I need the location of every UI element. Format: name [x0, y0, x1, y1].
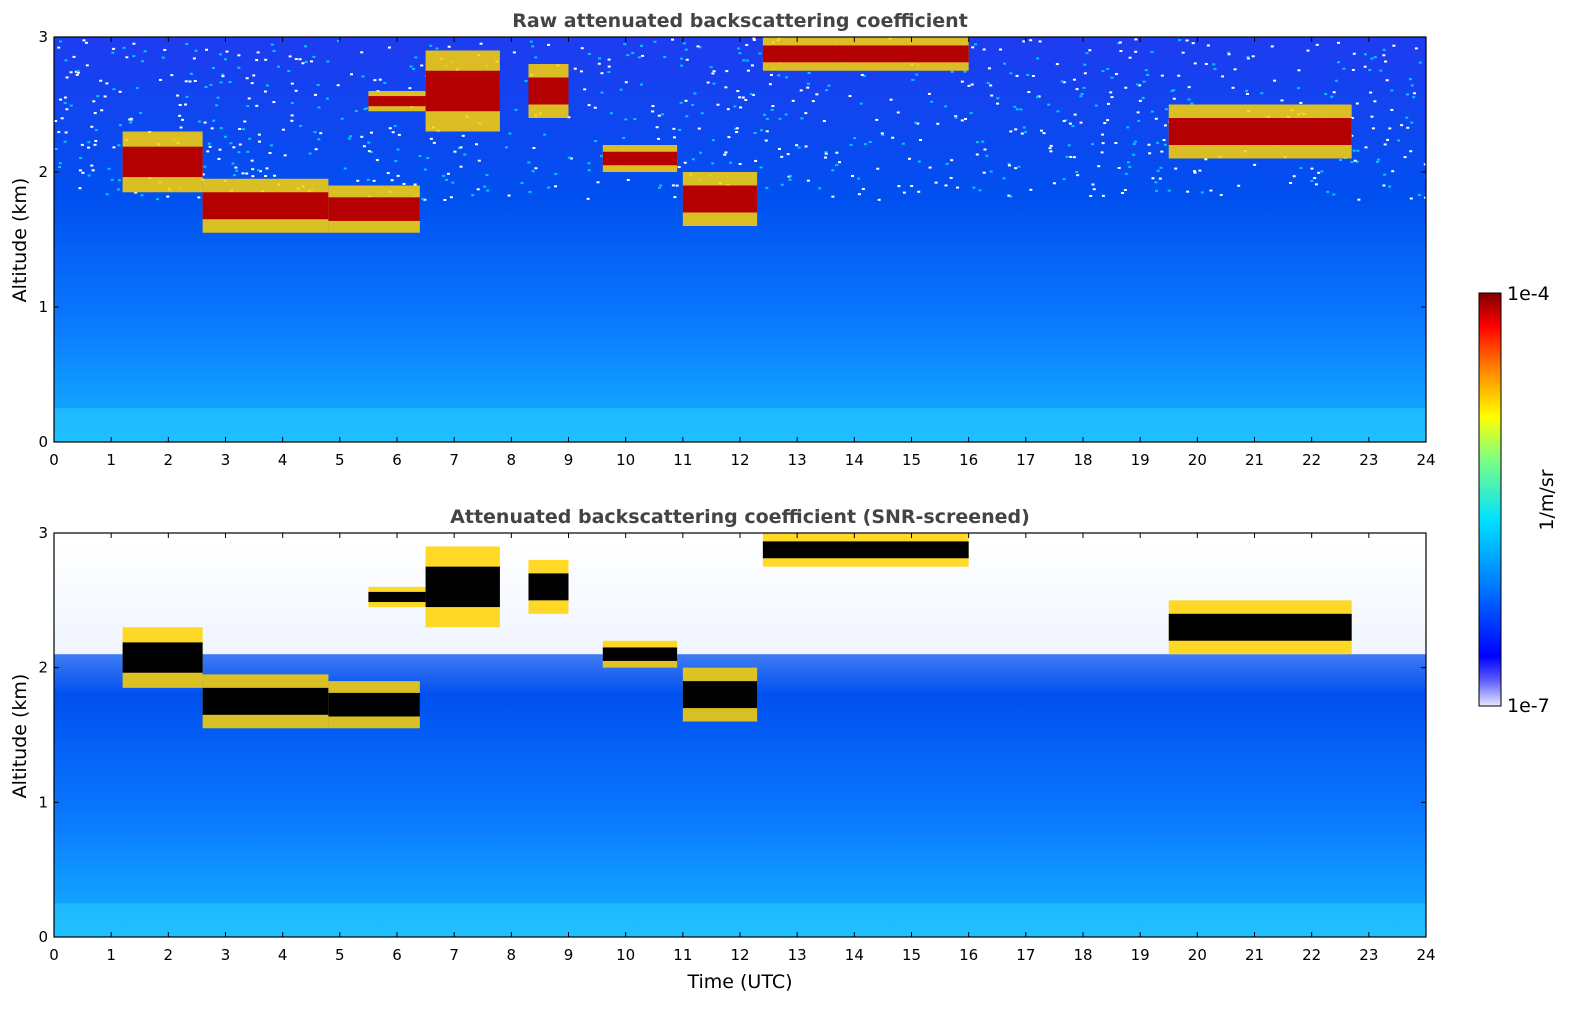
y-axis-ticks: 0 1 2 3: [38, 524, 1426, 946]
x-tick-label: 17: [1016, 946, 1035, 964]
x-tick-label: 8: [507, 451, 517, 469]
cloud-layer: [762, 37, 969, 71]
x-tick-label: 3: [221, 946, 231, 964]
x-tick-label: 2: [164, 946, 174, 964]
x-tick-label: 16: [959, 946, 978, 964]
cloud-layer: [602, 640, 678, 668]
cloud-layer: [425, 50, 500, 132]
x-axis-ticks: 0 1 2 3 4 5 6 7 8 9 10 11 12 13 14 15 16 17 18 19 20 21 22 23 24: [49, 37, 1436, 469]
x-tick-label: 5: [335, 451, 345, 469]
cloud-layer: [328, 681, 420, 729]
noise-speckle: [54, 37, 1429, 201]
x-axis-label: Time (UTC): [686, 971, 792, 993]
y-axis-label: Altitude (km): [9, 178, 31, 303]
panel-title: Attenuated backscattering coefficient (S…: [450, 506, 1030, 528]
cloud-layer: [122, 627, 203, 688]
x-tick-label: 5: [335, 946, 345, 964]
y-tick-label: 0: [38, 433, 48, 451]
heatmap-layer: [54, 533, 1426, 937]
cloud-layer: [368, 91, 426, 112]
y-tick-label: 2: [38, 163, 48, 181]
panel-title: Raw attenuated backscattering coefficien…: [512, 10, 968, 32]
x-tick-label: 4: [278, 946, 288, 964]
x-tick-label: 24: [1416, 946, 1435, 964]
x-tick-label: 13: [788, 451, 807, 469]
x-tick-label: 24: [1416, 451, 1435, 469]
x-tick-label: 7: [449, 451, 459, 469]
x-tick-label: 12: [730, 946, 749, 964]
y-tick-label: 1: [38, 298, 48, 316]
y-tick-label: 0: [38, 928, 48, 946]
panel-screened: Attenuated backscattering coefficient (S…: [9, 506, 1436, 993]
x-tick-label: 14: [845, 946, 864, 964]
y-tick-label: 1: [38, 793, 48, 811]
x-tick-label: 15: [902, 451, 921, 469]
panel-raw: Raw attenuated backscattering coefficien…: [9, 10, 1436, 469]
cloud-layer: [762, 533, 969, 567]
y-tick-label: 2: [38, 659, 48, 677]
colorbar-min-label: 1e-7: [1507, 695, 1550, 717]
cloud-layer: [682, 172, 758, 226]
colorbar: 1e-4 1e-7 1/m/sr: [1478, 283, 1558, 717]
cloud-layer: [1168, 104, 1352, 159]
cloud-layer: [425, 546, 500, 628]
x-tick-label: 7: [449, 946, 459, 964]
x-tick-label: 1: [106, 946, 116, 964]
x-tick-label: 2: [164, 451, 174, 469]
x-tick-label: 9: [564, 946, 574, 964]
x-tick-label: 6: [392, 946, 402, 964]
y-axis-ticks: 0 1 2 3: [38, 28, 1426, 451]
x-tick-label: 0: [49, 451, 59, 469]
x-tick-label: 8: [507, 946, 517, 964]
x-tick-label: 15: [902, 946, 921, 964]
x-tick-label: 10: [616, 451, 635, 469]
x-tick-label: 18: [1073, 451, 1092, 469]
x-tick-label: 20: [1188, 451, 1207, 469]
x-tick-label: 4: [278, 451, 288, 469]
colorbar-max-label: 1e-4: [1507, 283, 1550, 305]
x-tick-label: 6: [392, 451, 402, 469]
x-tick-label: 18: [1073, 946, 1092, 964]
x-tick-label: 22: [1302, 451, 1321, 469]
colorbar-unit-label: 1/m/sr: [1536, 469, 1558, 530]
x-tick-label: 11: [673, 451, 692, 469]
x-tick-label: 0: [49, 946, 59, 964]
x-tick-label: 21: [1245, 946, 1264, 964]
cloud-layer: [368, 586, 426, 608]
x-tick-label: 12: [730, 451, 749, 469]
x-tick-label: 11: [673, 946, 692, 964]
cloud-layer: [202, 674, 329, 729]
x-tick-label: 13: [788, 946, 807, 964]
boundary-layer: [54, 903, 1426, 937]
heatmap-layer: [54, 37, 1429, 442]
colorbar-gradient: [1478, 292, 1502, 707]
x-tick-label: 22: [1302, 946, 1321, 964]
cloud-layer: [602, 145, 678, 172]
y-axis-label: Altitude (km): [9, 674, 31, 799]
cloud-layer: [328, 185, 420, 233]
x-tick-label: 1: [106, 451, 116, 469]
y-tick-label: 3: [38, 28, 48, 46]
cloud-layer: [122, 131, 203, 193]
cloud-layer: [682, 667, 758, 722]
cloud-layer: [528, 64, 569, 118]
x-tick-label: 9: [564, 451, 574, 469]
x-tick-label: 10: [616, 946, 635, 964]
x-tick-label: 14: [845, 451, 864, 469]
x-tick-label: 16: [959, 451, 978, 469]
x-tick-label: 19: [1131, 451, 1150, 469]
y-tick-label: 3: [38, 524, 48, 542]
x-tick-label: 23: [1359, 451, 1378, 469]
cloud-layer: [202, 178, 329, 233]
x-tick-label: 17: [1016, 451, 1035, 469]
cloud-layer: [528, 559, 569, 614]
x-axis-ticks: 0 1 2 3 4 5 6 7 8 9 10 11 12 13 14 15 16 17 18 19 20 21 22 23 24: [49, 533, 1436, 964]
x-tick-label: 3: [221, 451, 231, 469]
cloud-layer: [1168, 600, 1352, 655]
x-tick-label: 19: [1131, 946, 1150, 964]
x-tick-label: 21: [1245, 451, 1264, 469]
x-tick-label: 23: [1359, 946, 1378, 964]
boundary-layer: [54, 408, 1426, 442]
x-tick-label: 20: [1188, 946, 1207, 964]
